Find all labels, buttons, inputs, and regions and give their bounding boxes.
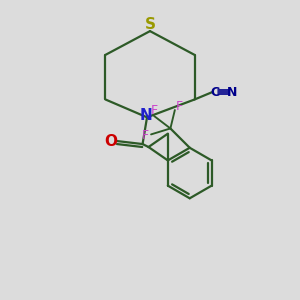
Text: N: N [226, 85, 237, 98]
Text: S: S [145, 17, 155, 32]
Text: F: F [142, 129, 149, 142]
Text: N: N [139, 108, 152, 123]
Text: O: O [104, 134, 117, 148]
Text: C: C [211, 85, 220, 98]
Text: F: F [176, 100, 183, 113]
Text: F: F [151, 104, 158, 117]
